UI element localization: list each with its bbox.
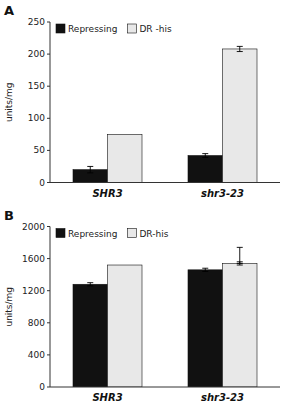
y-tick-label: 50: [34, 145, 46, 155]
bar: [188, 156, 223, 183]
y-tick: [47, 354, 50, 355]
panel-label: B: [4, 208, 14, 223]
y-tick-label: 1600: [22, 254, 45, 264]
y-axis: [50, 227, 51, 388]
figure: 0 50 100 150 200 250 SHR3 shr3-23 units/mg A Repre…: [0, 0, 290, 409]
y-tick-label: 100: [28, 113, 45, 123]
x-tick-label: SHR3: [92, 188, 122, 199]
bar: [108, 265, 143, 387]
y-tick-label: 150: [28, 81, 45, 91]
y-tick-label: 0: [39, 178, 45, 188]
bar: [188, 270, 223, 387]
y-tick: [47, 150, 50, 151]
y-axis: [50, 22, 51, 183]
y-tick-label: 2000: [22, 222, 45, 232]
legend-label: DR -his: [139, 24, 171, 34]
x-tick-label: shr3-23: [201, 188, 244, 199]
bar: [223, 263, 258, 387]
panel: 0 50 100 150 200 250 SHR3 shr3-23 units/mg A Repre…: [4, 3, 280, 199]
y-tick: [47, 226, 50, 227]
legend: Repressing DR -his: [56, 24, 172, 34]
bar: [73, 284, 108, 387]
y-tick: [47, 290, 50, 291]
legend-label: Repressing: [68, 229, 117, 239]
top-error-bar: [237, 247, 243, 263]
y-tick: [47, 258, 50, 259]
x-tick-label: shr3-23: [201, 392, 244, 403]
y-tick: [47, 387, 50, 388]
legend-swatch: [56, 229, 65, 238]
y-tick-label: 400: [28, 350, 45, 360]
error-bar: [237, 46, 243, 51]
y-tick-label: 200: [28, 49, 45, 59]
error-bar: [87, 166, 93, 172]
y-tick: [47, 54, 50, 55]
legend-swatch: [56, 24, 65, 33]
y-axis-label: units/mg: [4, 82, 14, 122]
error-bar: [202, 154, 208, 158]
panel-label: A: [4, 3, 14, 18]
bar: [223, 49, 258, 183]
x-axis: [50, 182, 280, 183]
y-tick-label: 0: [39, 382, 45, 392]
y-axis-label: units/mg: [4, 287, 14, 327]
x-axis: [50, 387, 280, 388]
y-tick: [47, 118, 50, 119]
plot-area: [73, 46, 257, 182]
x-tick-label: SHR3: [92, 392, 122, 403]
error-bar: [202, 268, 208, 271]
legend-swatch: [127, 229, 136, 238]
legend-label: DR-his: [139, 229, 168, 239]
y-tick-label: 800: [28, 318, 45, 328]
error-bar: [87, 283, 93, 286]
y-tick: [47, 322, 50, 323]
y-tick-label: 1200: [22, 286, 45, 296]
bar: [108, 134, 143, 182]
legend: Repressing DR-his: [56, 229, 169, 239]
legend-swatch: [127, 24, 136, 33]
panel: 0 400 800 1200 1600 2000 SHR3 shr3-23 units/mg B R…: [4, 208, 280, 404]
y-tick: [47, 86, 50, 87]
legend-label: Repressing: [68, 24, 117, 34]
y-tick: [47, 22, 50, 23]
y-tick: [47, 182, 50, 183]
y-tick-label: 250: [28, 17, 45, 27]
plot-area: [73, 247, 257, 387]
